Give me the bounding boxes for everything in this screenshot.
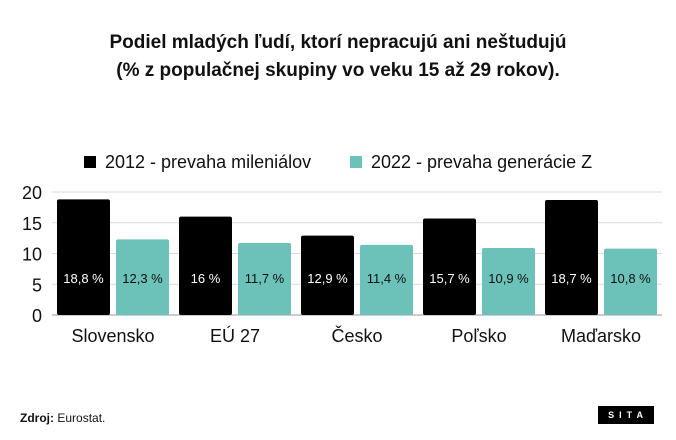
y-tick-label: 15 [22, 214, 42, 234]
x-category-label: Slovensko [71, 326, 154, 346]
bar-data-label: 16 % [191, 271, 221, 286]
y-tick-label: 10 [22, 245, 42, 265]
x-category-label: Česko [331, 325, 382, 346]
bar-2012 [423, 218, 476, 315]
source-text: Eurostat. [57, 411, 106, 425]
y-tick-label: 5 [32, 275, 42, 295]
source-note: Zdroj: Eurostat. [20, 411, 105, 425]
bar-data-label: 10,9 % [488, 271, 529, 286]
bar-2022 [238, 243, 291, 315]
x-category-label: Maďarsko [561, 326, 641, 346]
bar-data-label: 12,3 % [122, 271, 163, 286]
bar-data-label: 15,7 % [429, 271, 470, 286]
bar-data-label: 10,8 % [610, 271, 651, 286]
bar-2022 [482, 247, 535, 315]
legend-item-2012: 2012 - prevaha mileniálov [84, 151, 311, 173]
x-category-label: EÚ 27 [210, 325, 260, 346]
chart-legend: 2012 - prevaha mileniálov 2022 - prevaha… [0, 151, 676, 175]
bar-2012 [301, 235, 354, 315]
bar-2022 [604, 248, 657, 315]
bar-2012 [545, 199, 598, 315]
bar-data-label: 11,4 % [367, 271, 407, 286]
bar-2012 [179, 216, 232, 315]
source-label: Zdroj: [20, 411, 54, 425]
chart-title-line-2: (% z populačnej skupiny vo veku 15 až 29… [116, 60, 560, 81]
legend-item-2022: 2022 - prevaha generácie Z [350, 151, 592, 173]
legend-label-2022: 2022 - prevaha generácie Z [371, 152, 593, 172]
y-tick-label: 0 [32, 306, 42, 326]
bar-2022 [116, 239, 169, 315]
sita-logo: SITA [598, 406, 654, 424]
bar-data-label: 18,7 % [551, 271, 592, 286]
chart-title-line-1: Podiel mladých ľudí, ktorí nepracujú ani… [109, 32, 567, 53]
bar-2012 [57, 199, 110, 315]
legend-swatch-2012 [84, 156, 96, 168]
bar-2022 [360, 244, 413, 315]
bar-data-label: 18,8 % [63, 271, 104, 286]
legend-swatch-2022 [350, 156, 362, 168]
y-tick-label: 20 [22, 183, 42, 203]
bar-data-label: 11,7 % [245, 271, 285, 286]
bar-data-label: 12,9 % [307, 271, 348, 286]
legend-label-2012: 2012 - prevaha mileniálov [105, 152, 312, 172]
x-category-label: Poľsko [451, 326, 506, 346]
